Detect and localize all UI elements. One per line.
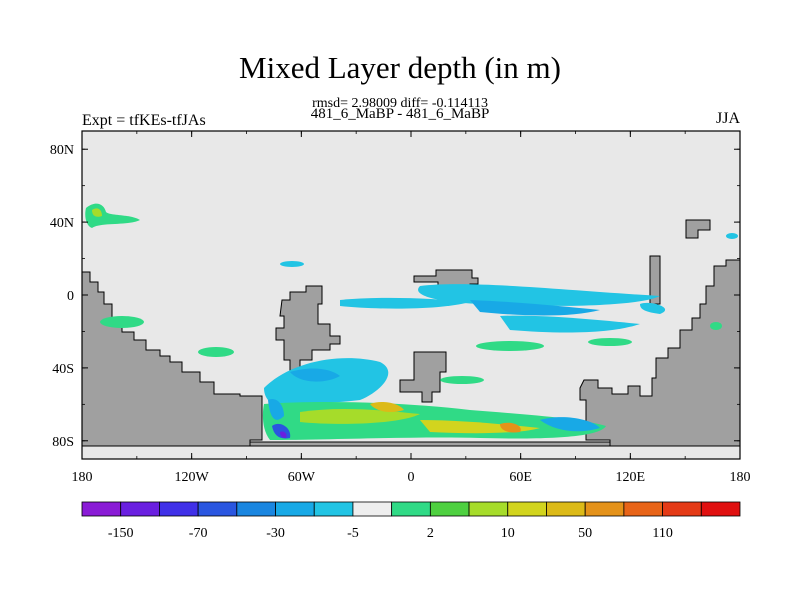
patch-south-blue-west — [268, 398, 284, 420]
patch-mid-green-3 — [440, 376, 484, 384]
patch-east-green — [710, 322, 722, 330]
colorbar-label: 10 — [501, 526, 515, 541]
patch-mid-green-2 — [588, 338, 632, 346]
land-island — [399, 351, 447, 403]
y-tick-label: 40S — [52, 362, 74, 377]
colorbar-label: -70 — [189, 526, 208, 541]
colorbar-swatch — [159, 501, 199, 517]
colorbar-swatch — [81, 501, 122, 517]
x-tick-label: 120W — [175, 470, 210, 485]
colorbar-label: -30 — [266, 526, 285, 541]
x-axis: 180 120W 60W 0 60E 120E 180 — [72, 131, 751, 485]
colorbar-swatch — [120, 501, 160, 517]
colorbar-swatch — [468, 501, 509, 517]
patch-eq-band-south — [500, 315, 640, 333]
colorbar-swatch — [584, 501, 625, 517]
colorbar-swatch — [236, 501, 276, 517]
land-east-peninsula — [649, 255, 661, 305]
patch-south-blue-dark — [290, 368, 340, 382]
experiment-label: Expt = tfKEs-tfJAs — [82, 112, 206, 129]
patch-south-orange-2 — [500, 422, 521, 433]
x-tick-label: 180 — [730, 470, 751, 485]
colorbar-swatch — [507, 501, 547, 517]
y-tick-label: 0 — [67, 289, 74, 304]
chart-title: Mixed Layer depth (in m) — [239, 50, 561, 85]
x-tick-label: 0 — [408, 470, 415, 485]
chart-subtitle: 481_6_MaBP - 481_6_MaBP — [310, 106, 490, 122]
land — [81, 219, 741, 447]
anomaly-patches — [85, 203, 738, 440]
colorbar-label: 50 — [578, 526, 592, 541]
colorbar-label: 110 — [652, 526, 672, 541]
season-label: JJA — [715, 110, 740, 127]
patch-east-small — [640, 302, 666, 314]
colorbar-swatch — [429, 501, 470, 517]
patch-north-small — [280, 261, 304, 267]
patch-south-lime — [300, 408, 420, 424]
patch-south-east-blue — [540, 417, 600, 432]
y-tick-label: 40N — [50, 216, 74, 231]
y-tick-label: 80N — [50, 143, 74, 158]
x-tick-label: 60W — [288, 470, 316, 485]
colorbar-swatch — [623, 501, 663, 517]
patch-west-eq — [100, 316, 144, 328]
x-tick-label: 120E — [616, 470, 646, 485]
x-tick-label: 180 — [72, 470, 93, 485]
patch-east-blue — [726, 233, 738, 239]
colorbar-swatch — [313, 501, 354, 517]
colorbar: -150 -70 -30 -5 2 10 50 110 — [81, 501, 741, 541]
patch-eq-band-west — [340, 297, 470, 309]
colorbar-label: -5 — [347, 526, 359, 541]
colorbar-swatch — [700, 501, 741, 517]
land-east-island — [685, 219, 711, 239]
land-west — [81, 271, 263, 447]
colorbar-swatch — [197, 501, 238, 517]
land-south-strip — [249, 441, 611, 447]
colorbar-swatch — [546, 501, 586, 517]
patch-nw-yellow — [92, 208, 102, 217]
patch-west-mid — [198, 347, 234, 357]
stats-line: rmsd= 2.98009 diff= -0.114113 — [312, 96, 488, 111]
patch-eq-band-dark — [470, 300, 600, 316]
colorbar-swatch — [662, 501, 702, 517]
colorbar-swatch — [352, 501, 393, 517]
patch-south-purple — [280, 431, 287, 438]
patch-south-orange — [370, 402, 404, 412]
colorbar-label: 2 — [427, 526, 434, 541]
patch-south-blue — [264, 358, 389, 408]
land-center — [275, 285, 341, 373]
patch-mid-green-1 — [476, 341, 544, 351]
y-tick-label: 80S — [52, 435, 74, 450]
colorbar-label: -150 — [108, 526, 134, 541]
x-tick-label: 60E — [509, 470, 532, 485]
y-axis: 80N 40N 0 40S 80S — [50, 143, 740, 450]
colorbar-swatch — [275, 501, 315, 517]
colorbar-swatch — [391, 501, 431, 517]
map-frame — [81, 130, 741, 460]
